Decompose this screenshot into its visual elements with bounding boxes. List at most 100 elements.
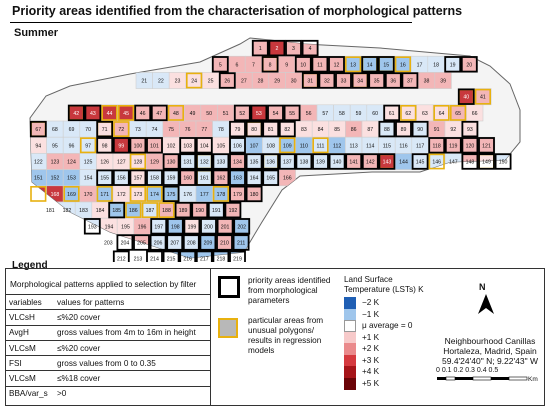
priority-area-outline — [29, 120, 47, 138]
priority-area-outline — [146, 169, 163, 186]
cell-id-label: 6 — [235, 62, 238, 68]
cell-id-label: 147 — [449, 160, 458, 166]
cell-id-label: 8 — [269, 62, 272, 68]
cell-id-label: 103 — [183, 143, 192, 149]
priority-area-outline — [212, 169, 230, 186]
cell-id-label: 166 — [283, 176, 292, 182]
cell-id-label: 9 — [285, 62, 288, 68]
priority-area-outline — [401, 72, 419, 89]
cell-id-label: 56 — [306, 111, 312, 117]
value-cell: gross values from 4m to 16m in height — [54, 324, 210, 341]
particular-area-outline — [428, 153, 445, 170]
cell-id-label: 140 — [333, 160, 342, 166]
priority-area-outline — [195, 169, 213, 186]
priority-area-outline — [200, 218, 217, 235]
cell-id-label: 203 — [104, 241, 113, 247]
priority-area-outline — [191, 201, 209, 219]
cell-id-label: 112 — [333, 143, 341, 149]
particular-area-outline — [400, 105, 417, 121]
cell-id-label: 182 — [63, 208, 72, 214]
cell-id-label: 93 — [467, 127, 473, 133]
cell-id-label: 127 — [117, 160, 126, 166]
cell-id-label: 80 — [251, 127, 257, 133]
cell-id-label: 84 — [318, 127, 324, 133]
particular-area-outline — [146, 186, 163, 202]
cell-id-label: 29 — [274, 79, 280, 85]
particular-area-outline — [101, 105, 118, 121]
priority-area-legend-text: priority areas identified from morpholog… — [248, 276, 331, 305]
cell-id-label: 37 — [407, 79, 413, 85]
cell-id-label: 4 — [309, 46, 312, 52]
cell-id-label: 64 — [439, 111, 445, 117]
particular-area-outline — [433, 105, 450, 121]
variable-cell: VLCsM — [6, 339, 54, 356]
priority-area-outline — [112, 137, 130, 154]
priority-area-outline — [411, 153, 429, 170]
cell-id-label: 110 — [300, 143, 308, 149]
scale-bar-labels: 0 0.1 0.2 0.3 0.4 0.5 — [436, 367, 499, 374]
priority-area-outline — [262, 169, 280, 186]
title-underline — [10, 22, 412, 23]
priority-area-outline — [251, 39, 269, 57]
lst-class-label: −1 K — [362, 309, 380, 319]
cell-id-label: 161 — [200, 176, 209, 182]
priority-area-outline — [261, 56, 279, 73]
priority-area-outline — [183, 218, 201, 235]
priority-area-outline — [96, 137, 114, 154]
cell-id-label: 194 — [105, 224, 114, 230]
priority-area-outline — [134, 104, 152, 122]
lst-class-label: +2 K — [362, 344, 380, 353]
priority-area-outline — [162, 153, 180, 170]
cell-id-label: 5 — [219, 62, 222, 68]
priority-area-outline — [383, 104, 401, 122]
cell-id-label: 114 — [366, 143, 374, 149]
neighbourhood-coordinates: 59.4'24'40" N; 9.22'43" W — [442, 356, 538, 366]
cell-id-label: 60 — [372, 111, 378, 117]
north-label: N — [479, 282, 486, 292]
priority-area-outline — [461, 137, 479, 154]
priority-area-outline — [162, 250, 180, 262]
priority-area-outline — [133, 234, 150, 251]
cell-id-label: 34 — [357, 79, 363, 85]
priority-area-outline — [361, 153, 379, 170]
cell-id-label: 59 — [356, 111, 362, 117]
priority-area-outline — [335, 72, 352, 89]
variable-cell: BBA/var_s — [6, 385, 54, 402]
cell-id-label: 218 — [217, 257, 226, 262]
cell-id-label: 98 — [102, 143, 108, 149]
cell-id-label: 23 — [175, 79, 181, 85]
cell-id-label: 54 — [273, 111, 279, 117]
cell-id-label: 134 — [233, 160, 242, 166]
cell-id-label: 193 — [88, 224, 97, 230]
priority-area-outline — [108, 201, 126, 219]
cell-id-label: 41 — [480, 95, 486, 101]
cell-id-label: 148 — [466, 160, 475, 166]
cell-id-label: 202 — [237, 224, 246, 230]
cell-id-label: 123 — [51, 160, 60, 166]
cell-id-label: 168 — [51, 192, 60, 198]
cell-id-label: 75 — [168, 127, 174, 133]
cell-id-label: 88 — [384, 127, 390, 133]
priority-area-outline — [461, 120, 479, 138]
cell-id-label: 167 — [34, 192, 43, 198]
cell-id-label: 31 — [307, 79, 313, 85]
priority-area-outline — [312, 153, 329, 170]
priority-area-outline — [351, 72, 369, 89]
legend-table-title: Morphological patterns applied to select… — [10, 279, 197, 289]
priority-area-outline — [150, 104, 168, 122]
cell-id-label: 16 — [400, 62, 406, 68]
lst-swatch — [344, 366, 356, 378]
priority-area-outline — [328, 56, 345, 73]
priority-area-outline — [212, 250, 230, 262]
cell-id-label: 39 — [440, 79, 446, 85]
cell-id-label: 76 — [185, 127, 191, 133]
scale-unit: Km — [528, 376, 538, 383]
cell-id-label: 200 — [204, 224, 213, 230]
cell-id-label: 122 — [34, 160, 43, 166]
priority-area-outline — [195, 250, 213, 262]
cell-id-label: 25 — [208, 79, 214, 85]
cell-id-label: 180 — [250, 192, 259, 198]
priority-area-outline — [179, 250, 197, 262]
scale-bar — [437, 376, 528, 381]
cell-id-label: 145 — [416, 160, 425, 166]
